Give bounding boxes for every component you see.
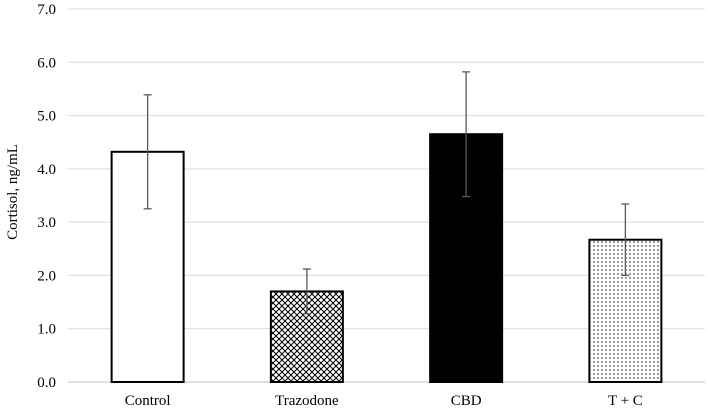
error-bars [143,71,630,315]
x-tick-label: T + C [608,393,643,409]
bars [110,133,663,383]
x-tick-label: Trazodone [275,393,339,409]
y-tick-label: 4.0 [37,162,56,178]
x-tick-label: CBD [451,393,482,409]
y-axis-title: Cortisol, ng/mL [5,144,21,240]
y-tick-label: 0.0 [37,375,56,391]
x-tick-label: Control [125,393,171,409]
y-tick-label: 7.0 [37,2,56,18]
y-tick-label: 2.0 [37,268,56,284]
y-tick-label: 3.0 [37,215,56,231]
y-tick-label: 5.0 [37,109,56,125]
y-tick-label: 6.0 [37,55,56,71]
y-tick-label: 1.0 [37,322,56,338]
labels: 0.0 1.0 2.0 3.0 4.0 5.0 6.0 7.0 Control Trazodone… [37,2,643,409]
